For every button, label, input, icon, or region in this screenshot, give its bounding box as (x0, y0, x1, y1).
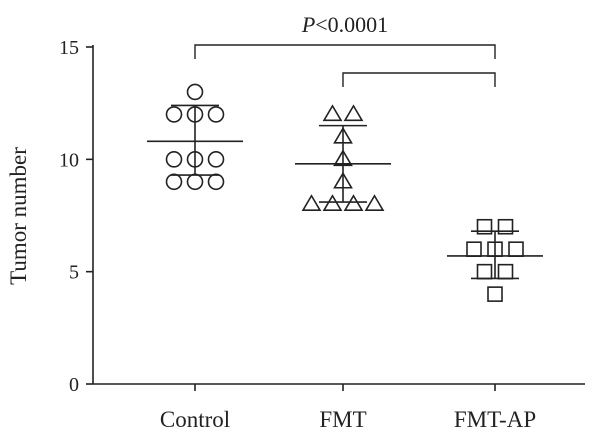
data-point (165, 173, 183, 191)
x-tick-label: FMT-AP (454, 407, 536, 432)
y-axis-title: Tumor number (6, 147, 31, 285)
y-tick-label: 10 (59, 149, 79, 171)
data-point (466, 241, 482, 257)
x-tick-label: FMT (319, 407, 366, 432)
data-point (343, 104, 364, 122)
data-point (207, 151, 225, 168)
y-tick-label: 15 (59, 37, 79, 59)
data-groups (147, 83, 543, 302)
x-tick-label: Control (160, 407, 230, 432)
group-fmt (295, 104, 391, 212)
data-point (343, 194, 364, 212)
significance-bracket (194, 44, 496, 59)
group-fmt-ap (447, 218, 543, 302)
data-point (301, 194, 322, 212)
y-tick-label: 5 (69, 262, 79, 284)
data-point (364, 194, 385, 212)
data-point (497, 218, 514, 235)
data-point (487, 286, 503, 302)
significance-bracket (342, 72, 496, 87)
data-point (322, 194, 343, 212)
data-point (476, 218, 493, 235)
data-point (476, 263, 493, 280)
y-tick-label: 0 (69, 374, 79, 396)
data-point (322, 104, 343, 122)
p-value-label: P<0.0001 (301, 12, 388, 37)
axes: 0 5 10 15 Control FMT FMT-AP (59, 37, 585, 432)
significance-brackets: P<0.0001 (194, 12, 496, 87)
data-point (186, 173, 204, 191)
data-point (497, 263, 514, 280)
data-point (165, 106, 183, 123)
data-point (207, 173, 225, 191)
data-point (186, 83, 204, 101)
group-control (147, 83, 243, 191)
data-point (165, 151, 183, 168)
data-point (207, 106, 225, 123)
data-point (508, 241, 524, 257)
